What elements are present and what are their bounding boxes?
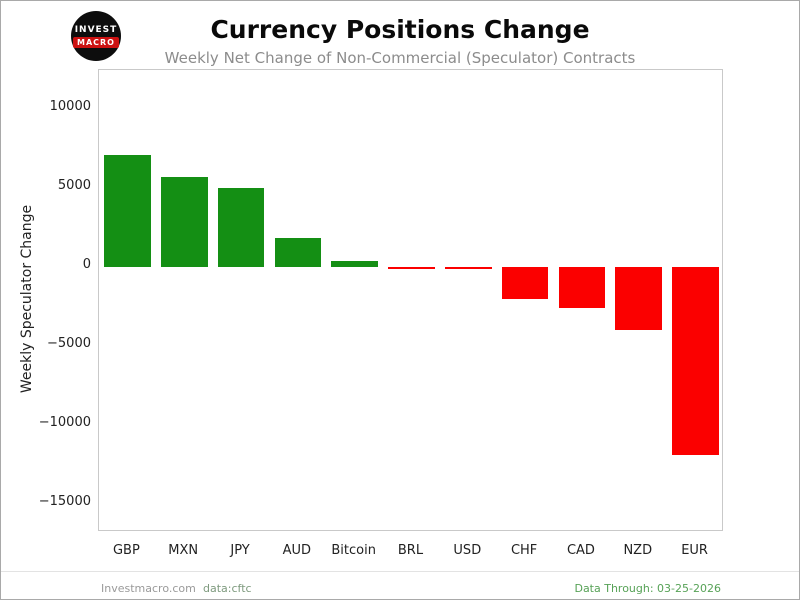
investmacro-logo: INVEST MACRO bbox=[71, 11, 121, 61]
bar-jpy bbox=[217, 188, 265, 268]
chart-title: Currency Positions Change bbox=[210, 15, 590, 44]
y-tick-label: 10000 bbox=[49, 99, 91, 115]
footer-site-text: Investmacro.com bbox=[101, 582, 196, 595]
x-tick-label: CAD bbox=[566, 543, 595, 558]
bar-mxn bbox=[160, 177, 208, 268]
bar-brl bbox=[388, 267, 435, 270]
chart-subtitle: Weekly Net Change of Non-Commercial (Spe… bbox=[164, 49, 636, 67]
logo-text-macro: MACRO bbox=[73, 36, 119, 48]
x-tick-label: NZD bbox=[623, 543, 653, 558]
footer-divider bbox=[1, 571, 799, 572]
footer-data-source-text: data:cftc bbox=[203, 582, 252, 595]
bar-nzd bbox=[615, 267, 663, 331]
x-tick-label: CHF bbox=[510, 543, 538, 558]
x-tick-label: AUD bbox=[282, 543, 312, 558]
y-tick-label: −10000 bbox=[38, 414, 91, 430]
y-tick-label: −5000 bbox=[47, 335, 91, 351]
plot-area bbox=[98, 69, 723, 531]
x-tick-label: JPY bbox=[230, 543, 250, 558]
bar-cad bbox=[558, 267, 606, 309]
x-tick-label: BRL bbox=[397, 543, 424, 558]
bar-gbp bbox=[104, 155, 151, 268]
bar-aud bbox=[274, 237, 322, 268]
bar-bitcoin bbox=[331, 260, 378, 268]
footer-data-through-text: Data Through: 03-25-2026 bbox=[574, 582, 721, 595]
y-axis-label: Weekly Speculator Change bbox=[19, 204, 35, 394]
logo-text-invest: INVEST bbox=[74, 24, 118, 35]
y-tick-label: 0 bbox=[82, 257, 91, 273]
x-tick-label: USD bbox=[453, 543, 482, 558]
x-tick-label: EUR bbox=[681, 543, 708, 558]
y-tick-label: −15000 bbox=[38, 493, 91, 509]
bar-usd bbox=[445, 267, 492, 270]
bar-eur bbox=[672, 267, 719, 455]
bar-chf bbox=[501, 267, 549, 299]
x-tick-label: Bitcoin bbox=[331, 543, 376, 558]
x-tick-label: GBP bbox=[112, 543, 140, 558]
y-tick-label: 5000 bbox=[57, 178, 91, 194]
x-tick-label: MXN bbox=[168, 543, 199, 558]
